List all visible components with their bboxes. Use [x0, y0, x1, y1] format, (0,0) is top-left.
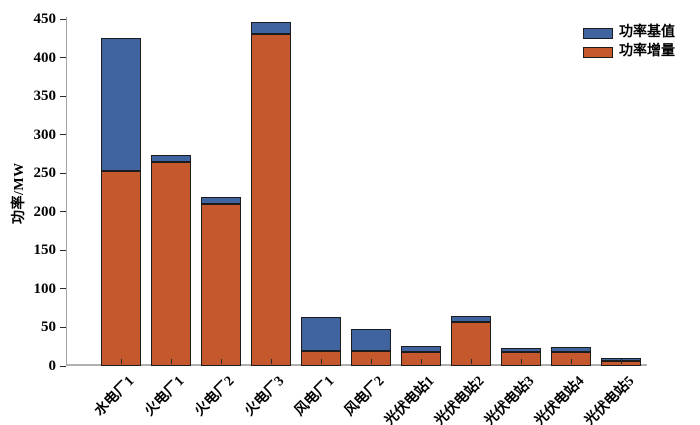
bar-光伏电站4-base-segment — [551, 347, 591, 353]
legend: 功率基值 功率增量 — [583, 26, 675, 59]
bar-火电厂1-increment-segment — [151, 161, 191, 366]
bar-火电厂1-base-segment — [151, 155, 191, 162]
x-tick-label-火电厂2: 火电厂2 — [192, 373, 238, 420]
legend-label-power-increment: 功率增量 — [619, 44, 675, 59]
y-tick-label-250: 250 — [33, 165, 57, 182]
bar-风电厂1-base-segment — [301, 317, 341, 352]
y-tick-label-300: 300 — [33, 126, 57, 143]
x-tick-光伏电站2 — [470, 359, 472, 364]
bar-水电厂1-base-segment — [101, 38, 141, 171]
x-tick-光伏电站3 — [520, 359, 522, 364]
x-tick-水电厂1 — [120, 359, 122, 364]
y-tick-150 — [60, 249, 66, 251]
y-tick-400 — [60, 57, 66, 59]
x-tick-label-火电厂1: 火电厂1 — [142, 373, 188, 420]
bar-风电厂2-increment-segment — [351, 351, 391, 366]
bar-光伏电站1-base-segment — [401, 345, 441, 353]
x-tick-风电厂1 — [320, 359, 322, 364]
y-tick-label-450: 450 — [33, 11, 57, 27]
bar-火电厂3-increment-segment — [251, 34, 291, 366]
x-tick-label-光伏电站3: 光伏电站3 — [482, 373, 538, 425]
y-tick-label-200: 200 — [33, 203, 57, 220]
x-tick-label-风电厂1: 风电厂1 — [292, 373, 338, 420]
legend-item-power-base: 功率基值 — [583, 26, 675, 40]
y-tick-250 — [60, 172, 66, 174]
y-tick-label-100: 100 — [33, 280, 57, 297]
x-tick-label-水电厂1: 水电厂1 — [92, 373, 138, 420]
bar-火电厂3-base-segment — [251, 22, 291, 35]
y-tick-label-0: 0 — [48, 358, 57, 374]
y-tick-100 — [60, 288, 66, 290]
y-tick-350 — [60, 95, 66, 97]
x-tick-label-火电厂3: 火电厂3 — [242, 373, 288, 420]
legend-item-power-increment: 功率增量 — [583, 45, 675, 59]
bar-火电厂2-base-segment — [201, 197, 241, 205]
x-tick-label-光伏电站1: 光伏电站1 — [382, 373, 438, 425]
y-tick-0 — [60, 365, 66, 367]
x-tick-风电厂2 — [370, 359, 372, 364]
y-tick-50 — [60, 326, 66, 328]
x-tick-光伏电站4 — [570, 359, 572, 364]
bar-水电厂1-increment-segment — [101, 170, 141, 366]
x-tick-label-光伏电站4: 光伏电站4 — [532, 373, 588, 425]
y-tick-label-50: 50 — [41, 319, 56, 336]
x-tick-光伏电站1 — [420, 359, 422, 364]
x-tick-label-光伏电站5: 光伏电站5 — [582, 373, 638, 425]
legend-label-power-base: 功率基值 — [619, 25, 675, 40]
bar-光伏电站2-base-segment — [451, 315, 491, 323]
x-tick-火电厂2 — [220, 359, 222, 364]
bar-风电厂1-increment-segment — [301, 351, 341, 366]
x-tick-光伏电站5 — [620, 359, 622, 364]
y-tick-300 — [60, 134, 66, 136]
y-axis-spine — [66, 17, 67, 366]
legend-swatch-power-base — [583, 27, 613, 39]
y-tick-label-400: 400 — [33, 49, 57, 66]
x-tick-火电厂3 — [270, 359, 272, 364]
legend-swatch-power-increment — [583, 46, 613, 58]
y-tick-label-150: 150 — [33, 242, 57, 259]
y-tick-450 — [60, 18, 66, 20]
y-tick-label-350: 350 — [33, 88, 57, 105]
x-tick-火电厂1 — [170, 359, 172, 364]
y-tick-200 — [60, 211, 66, 213]
bar-光伏电站3-base-segment — [501, 348, 541, 353]
bar-光伏电站2-increment-segment — [451, 322, 491, 366]
bar-火电厂2-increment-segment — [201, 204, 241, 366]
bar-风电厂2-base-segment — [351, 328, 391, 352]
x-tick-label-光伏电站2: 光伏电站2 — [432, 373, 488, 425]
